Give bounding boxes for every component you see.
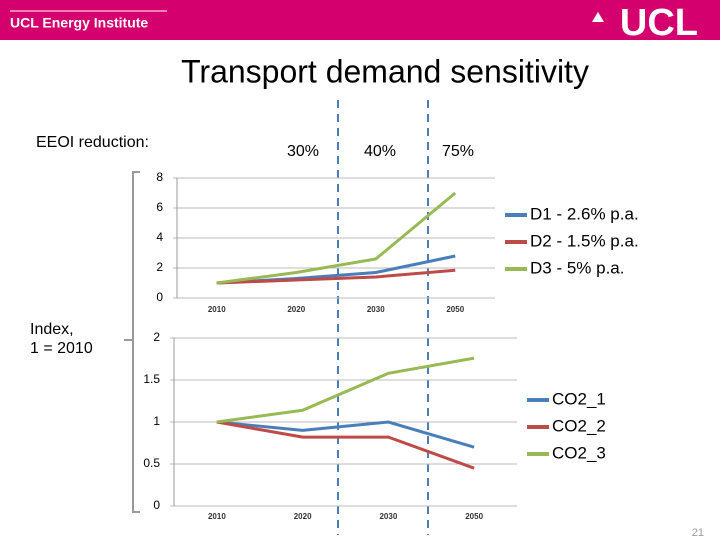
reduction-label: 30% (287, 143, 319, 160)
reduction-label: 40% (364, 143, 396, 160)
y-tick-label: 6 (156, 200, 163, 214)
y-tick-label: 2 (156, 260, 163, 274)
y-tick-label: 8 (156, 170, 163, 184)
reduction-label: 75% (442, 143, 474, 160)
data-line (216, 420, 475, 449)
bracket (124, 171, 140, 513)
legend-label: CO2_3 (552, 443, 606, 462)
x-tick-label: 2030 (367, 305, 385, 314)
x-tick-label: 2020 (287, 305, 305, 314)
y-tick-label: 4 (156, 230, 163, 244)
y-tick-label: 0 (156, 290, 163, 304)
index-label: Index, (30, 321, 74, 338)
page-number: 21 (692, 527, 704, 539)
y-tick-label: 1 (153, 414, 160, 428)
institute-name: UCL Energy Institute (10, 15, 148, 31)
data-line (216, 191, 457, 285)
data-line (216, 268, 456, 285)
logo: UCL (620, 2, 698, 44)
x-tick-label: 2050 (446, 305, 464, 314)
y-tick-label: 1.5 (143, 372, 160, 386)
x-tick-label: 2010 (208, 512, 226, 521)
legend-label: CO2_2 (552, 416, 606, 435)
x-tick-label: 2010 (208, 305, 226, 314)
index-label: 1 = 2010 (30, 340, 93, 357)
eeoi-label: EEOI reduction: (36, 134, 149, 151)
data-line (216, 420, 475, 470)
legend-label: D1 - 2.6% p.a. (530, 204, 639, 223)
x-tick-label: 2020 (294, 512, 312, 521)
data-line (216, 356, 475, 424)
x-tick-label: 2050 (465, 512, 483, 521)
legend-label: CO2_1 (552, 389, 606, 408)
y-tick-label: 2 (153, 330, 160, 344)
logo-dome (592, 12, 604, 22)
legend-label: D2 - 1.5% p.a. (530, 231, 639, 250)
slide-title: Transport demand sensitivity (181, 53, 589, 89)
y-tick-label: 0 (153, 498, 160, 512)
legend-label: D3 - 5% p.a. (530, 258, 625, 277)
x-tick-label: 2030 (379, 512, 397, 521)
y-tick-label: 0.5 (143, 456, 160, 470)
